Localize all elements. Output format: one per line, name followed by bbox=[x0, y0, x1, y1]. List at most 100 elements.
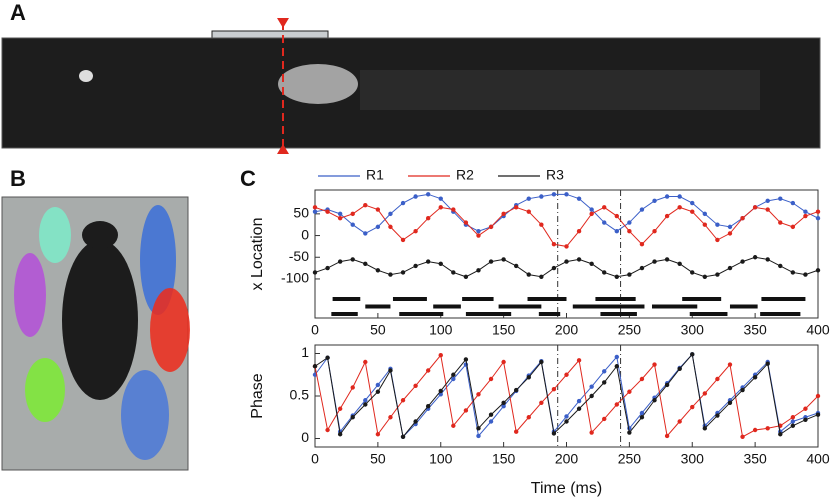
data-point bbox=[627, 430, 632, 435]
data-point bbox=[325, 209, 330, 214]
y-tick-label: 1 bbox=[301, 344, 309, 360]
data-point bbox=[664, 382, 670, 388]
data-point bbox=[652, 229, 657, 234]
marker-top bbox=[277, 18, 289, 28]
data-point bbox=[790, 270, 796, 275]
data-point bbox=[652, 259, 657, 264]
data-point bbox=[375, 207, 381, 212]
stance-bar bbox=[729, 304, 758, 309]
data-point bbox=[576, 358, 582, 363]
stance-bar bbox=[600, 312, 637, 316]
x-tick-label: 300 bbox=[681, 322, 705, 338]
data-point bbox=[602, 369, 607, 374]
data-point bbox=[451, 207, 456, 212]
data-point bbox=[413, 263, 418, 269]
data-point bbox=[526, 375, 531, 380]
data-point bbox=[388, 368, 393, 373]
data-point bbox=[400, 270, 406, 275]
data-point bbox=[463, 220, 469, 225]
x-tick-label: 250 bbox=[618, 451, 642, 467]
data-point bbox=[803, 209, 808, 214]
data-point bbox=[652, 398, 657, 403]
data-point bbox=[526, 272, 531, 277]
x-tick-label: 100 bbox=[429, 451, 453, 467]
y-tick-label: -50 bbox=[289, 248, 309, 264]
data-point bbox=[589, 393, 594, 399]
x-tick-label: 350 bbox=[743, 451, 767, 467]
data-point bbox=[363, 359, 368, 365]
data-point bbox=[690, 209, 695, 214]
data-point bbox=[400, 434, 406, 439]
data-point bbox=[438, 205, 443, 210]
data-point bbox=[425, 192, 431, 197]
data-point bbox=[790, 415, 796, 420]
data-point bbox=[790, 419, 796, 424]
data-point bbox=[312, 205, 318, 210]
data-point bbox=[312, 364, 318, 369]
legend-label: R1 bbox=[366, 167, 384, 183]
data-point bbox=[639, 242, 645, 247]
data-point bbox=[690, 200, 695, 206]
x-tick-label: 0 bbox=[311, 451, 319, 467]
data-point bbox=[551, 265, 557, 271]
data-point bbox=[526, 196, 531, 201]
x-tick-label: 50 bbox=[370, 322, 386, 338]
data-point bbox=[564, 414, 569, 419]
data-point bbox=[363, 402, 368, 407]
data-point bbox=[526, 415, 531, 420]
stance-bar bbox=[652, 304, 698, 309]
data-point bbox=[476, 392, 481, 397]
data-point bbox=[715, 413, 720, 418]
data-point bbox=[803, 417, 808, 422]
panel-label: A bbox=[10, 0, 26, 25]
data-point bbox=[539, 400, 544, 405]
data-point bbox=[539, 222, 544, 227]
stance-bar bbox=[465, 312, 512, 316]
data-point bbox=[752, 427, 758, 433]
x-tick-label: 150 bbox=[492, 451, 516, 467]
data-point bbox=[488, 224, 494, 230]
track bbox=[39, 207, 71, 263]
data-point bbox=[539, 274, 544, 279]
data-point bbox=[551, 431, 557, 436]
data-point bbox=[413, 383, 418, 388]
x-tick-label: 200 bbox=[555, 451, 579, 467]
x-tick-label: 0 bbox=[311, 322, 319, 338]
data-point bbox=[337, 216, 343, 221]
data-point bbox=[727, 224, 733, 230]
stance-bar bbox=[527, 297, 567, 301]
data-point bbox=[702, 274, 708, 279]
data-point bbox=[514, 263, 519, 269]
data-point bbox=[815, 209, 821, 214]
data-point bbox=[690, 270, 695, 275]
data-point bbox=[388, 224, 393, 230]
data-point bbox=[400, 398, 406, 403]
data-point bbox=[337, 211, 343, 217]
data-point bbox=[652, 362, 657, 367]
data-point bbox=[476, 233, 481, 238]
data-point bbox=[501, 404, 506, 409]
data-point bbox=[589, 207, 594, 212]
data-point bbox=[325, 427, 330, 433]
data-point bbox=[576, 196, 582, 201]
data-point bbox=[551, 242, 557, 247]
data-point bbox=[564, 419, 569, 424]
data-point bbox=[325, 265, 330, 271]
data-point bbox=[438, 261, 443, 266]
data-point bbox=[639, 265, 645, 271]
data-point bbox=[778, 432, 783, 437]
data-point bbox=[765, 361, 770, 366]
data-point bbox=[740, 259, 745, 264]
data-point bbox=[363, 261, 368, 266]
data-point bbox=[677, 194, 682, 199]
data-point bbox=[778, 220, 783, 225]
stance-bar bbox=[399, 312, 444, 316]
data-point bbox=[727, 400, 733, 405]
data-point bbox=[715, 237, 720, 243]
data-point bbox=[602, 270, 607, 275]
data-point bbox=[715, 272, 720, 277]
data-point bbox=[614, 402, 619, 407]
data-point bbox=[702, 391, 708, 396]
data-point bbox=[551, 387, 557, 392]
data-point bbox=[375, 268, 381, 273]
